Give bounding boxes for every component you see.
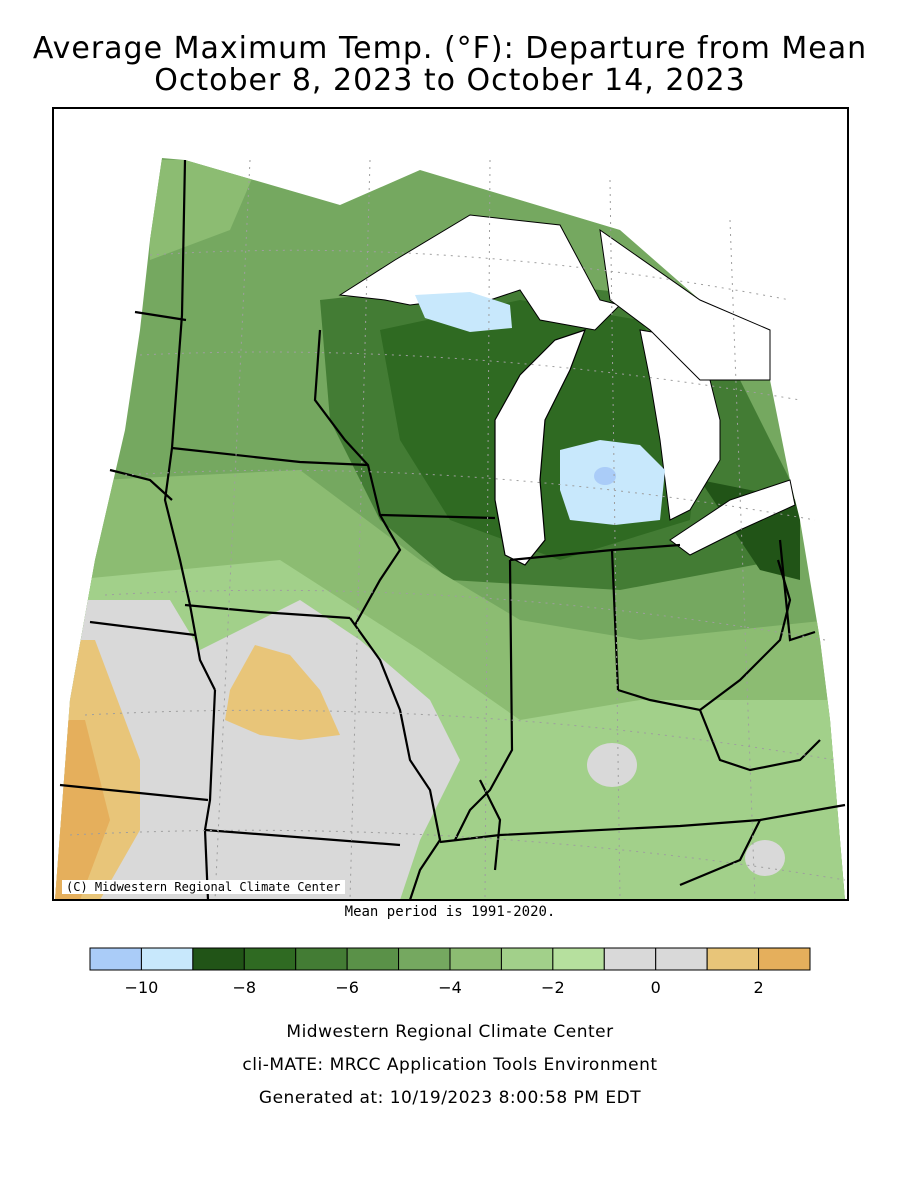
legend-swatch xyxy=(398,947,451,971)
legend-tick-label: −8 xyxy=(232,978,257,997)
mean-period-note: Mean period is 1991-2020. xyxy=(344,904,556,920)
legend-swatch xyxy=(552,947,605,971)
legend-tick-label: −6 xyxy=(335,978,359,997)
map-frame xyxy=(52,107,849,901)
legend-swatch xyxy=(758,947,811,971)
legend-swatch xyxy=(500,947,554,971)
legend-swatch xyxy=(706,947,760,971)
legend-swatch xyxy=(655,947,708,971)
lat-lon-grid xyxy=(69,159,846,901)
lake-erie xyxy=(669,479,796,556)
legend-tick-label: 0 xyxy=(650,978,661,997)
footer-generated-time: Generated at: 10/19/2023 8:00:58 PM EDT xyxy=(258,1088,642,1108)
ontario-region xyxy=(599,228,771,381)
michigan-coolest-spot xyxy=(594,467,616,485)
map-title: Average Maximum Temp. (°F): Departure fr… xyxy=(32,31,868,66)
lake-michigan xyxy=(494,329,587,566)
legend-swatch xyxy=(192,947,245,971)
legend-tick-label: −10 xyxy=(124,978,159,997)
legend-swatch xyxy=(295,947,348,971)
legend-swatch xyxy=(603,947,657,971)
footer-application: cli-MATE: MRCC Application Tools Environ… xyxy=(242,1055,658,1075)
footer-organization: Midwestern Regional Climate Center xyxy=(286,1022,614,1042)
legend-tick-label: −2 xyxy=(541,978,565,997)
legend-tick-label: 2 xyxy=(753,978,764,997)
legend-tick-label: −4 xyxy=(438,978,462,997)
legend-swatch xyxy=(243,947,297,971)
legend-swatch xyxy=(346,947,400,971)
state-borders xyxy=(59,159,846,901)
legend-swatch xyxy=(140,947,194,971)
superior-cool-area xyxy=(415,292,512,332)
legend-swatch xyxy=(89,947,142,971)
date-range: October 8, 2023 to October 14, 2023 xyxy=(154,63,746,98)
map-credit: (C) Midwestern Regional Climate Center xyxy=(62,880,345,894)
color-legend xyxy=(89,947,811,971)
legend-swatch xyxy=(449,947,502,971)
lake-superior xyxy=(338,214,621,331)
